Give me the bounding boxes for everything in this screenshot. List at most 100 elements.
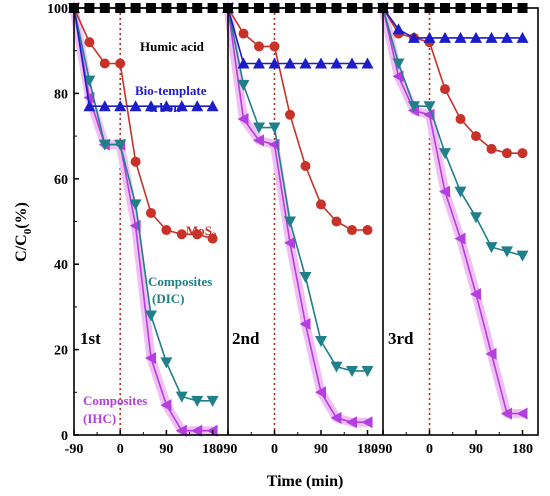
data-point <box>237 79 250 91</box>
data-point <box>346 416 357 429</box>
data-point <box>315 386 326 399</box>
data-point <box>470 31 482 43</box>
data-point <box>284 57 296 69</box>
series-line <box>73 7 213 402</box>
x-tick-label: 90 <box>314 442 328 457</box>
data-point <box>330 411 342 424</box>
data-point <box>502 148 512 159</box>
y-tick-label: 40 <box>54 258 68 273</box>
plot-frame <box>73 7 539 436</box>
data-point <box>408 31 420 43</box>
data-point <box>455 114 466 125</box>
data-point <box>130 156 141 167</box>
data-point <box>361 365 374 377</box>
data-point <box>361 416 373 429</box>
data-point <box>191 100 204 112</box>
series-mos2 <box>69 3 528 244</box>
data-point <box>176 229 187 240</box>
series-line <box>73 7 213 240</box>
data-point <box>423 101 436 113</box>
data-point <box>485 242 498 254</box>
data-point <box>253 134 264 147</box>
data-point <box>207 233 218 244</box>
data-point <box>315 57 327 69</box>
data-point <box>331 216 342 227</box>
data-point <box>439 31 451 43</box>
series-composites-ihc <box>68 2 528 437</box>
y-tick-label: 20 <box>54 344 68 359</box>
data-point <box>269 41 280 52</box>
data-point <box>145 310 157 322</box>
data-point <box>114 100 127 112</box>
data-point <box>347 225 357 236</box>
x-tick-label: 0 <box>271 442 278 457</box>
panel-label-2nd: 2nd <box>232 329 260 348</box>
data-point <box>83 100 96 112</box>
series-line <box>382 7 523 154</box>
humic-acid-label: Humic acid <box>140 39 205 54</box>
data-point <box>392 70 404 83</box>
bio-template-label-line1: Bio-template <box>135 83 207 98</box>
data-point <box>237 57 250 69</box>
data-point <box>470 212 482 224</box>
bio-template-label-line2: crbon <box>148 100 181 115</box>
data-point <box>516 407 528 420</box>
mos2-label: MoS2 <box>186 223 217 241</box>
data-point <box>330 361 343 373</box>
data-point <box>362 225 373 236</box>
x-tick-label: -90 <box>374 442 393 457</box>
data-point <box>254 41 264 52</box>
data-point <box>346 57 358 69</box>
x-tick-label: -90 <box>65 442 84 457</box>
data-point <box>238 28 249 39</box>
series-line <box>227 7 368 231</box>
y-tick-label: 80 <box>54 87 68 102</box>
data-point <box>191 424 203 437</box>
data-point <box>99 58 110 69</box>
x-tick-label: 180 <box>202 442 223 457</box>
data-point <box>346 365 358 377</box>
data-point <box>175 391 188 403</box>
data-point <box>160 100 173 112</box>
x-tick-label: -90 <box>219 442 238 457</box>
data-point <box>392 23 405 35</box>
data-point <box>516 250 529 262</box>
data-point <box>160 357 173 369</box>
data-point <box>285 109 295 120</box>
x-tick-label: 180 <box>357 442 378 457</box>
data-point <box>206 100 219 112</box>
data-point <box>440 84 450 95</box>
data-point <box>485 347 497 360</box>
data-point <box>315 336 327 348</box>
y-tick-label: 60 <box>54 173 68 188</box>
series-line <box>227 7 368 65</box>
series-line <box>73 7 213 107</box>
data-point <box>439 148 451 160</box>
x-axis-title: Time (min) <box>267 473 344 490</box>
series-line <box>382 7 523 415</box>
data-point <box>300 160 311 171</box>
data-point <box>129 100 142 112</box>
data-point <box>454 31 467 43</box>
panel-label-3rd: 3rd <box>388 329 414 348</box>
data-point <box>268 57 281 69</box>
data-point <box>330 57 343 69</box>
data-point <box>98 100 111 112</box>
x-tick-label: 0 <box>426 442 433 457</box>
data-point <box>146 207 156 218</box>
series-line <box>382 7 523 39</box>
data-point <box>299 317 311 330</box>
data-point <box>361 57 374 69</box>
data-point <box>253 57 265 69</box>
data-point <box>392 58 405 70</box>
data-point <box>192 229 203 240</box>
y-tick-label: 100 <box>47 2 68 17</box>
series-line <box>227 7 368 423</box>
series-line <box>382 7 523 257</box>
data-point <box>175 100 188 112</box>
data-point <box>206 395 219 407</box>
data-point <box>253 122 265 134</box>
dic-label-line1: Composites <box>148 274 212 289</box>
series-line <box>227 7 368 372</box>
